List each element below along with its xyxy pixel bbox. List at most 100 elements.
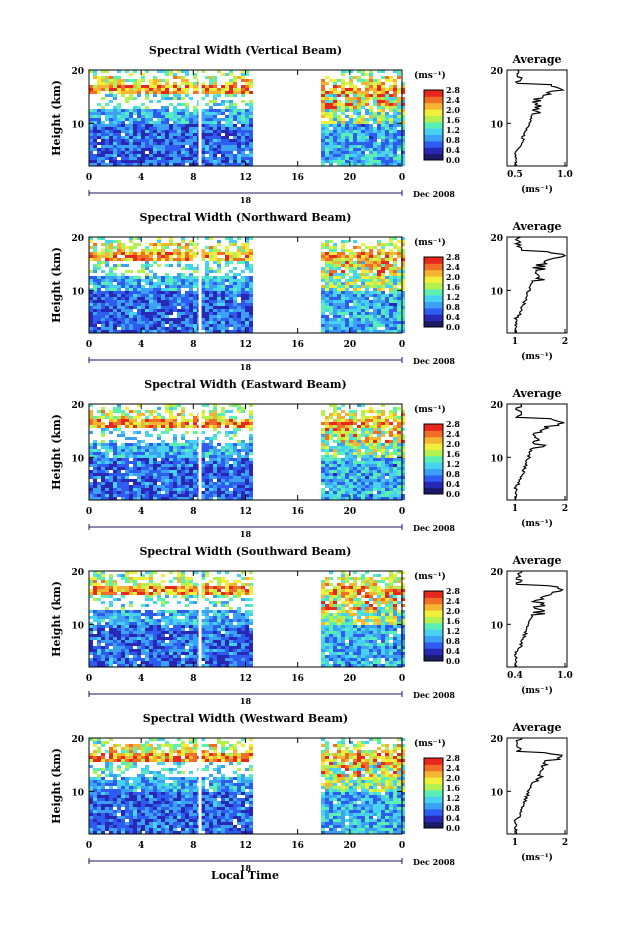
heatmap-cell [125, 497, 129, 500]
heatmap-cell [137, 282, 141, 285]
heatmap-cell [353, 121, 357, 124]
heatmap-cell [249, 482, 253, 485]
heatmap-cell [393, 154, 397, 157]
heatmap-cell [125, 255, 129, 258]
heatmap-cell [245, 252, 249, 255]
heatmap-cell [237, 324, 241, 327]
heatmap-cell [345, 82, 349, 85]
heatmap-cell [161, 461, 165, 464]
heatmap-cell [181, 237, 185, 240]
heatmap-cell [185, 491, 189, 494]
colorbar-swatch [424, 481, 443, 489]
heatmap-cell [321, 136, 325, 139]
heatmap-cell [353, 118, 357, 121]
heatmap-cell [245, 91, 249, 94]
heatmap-cell [389, 264, 393, 267]
heatmap-cell [161, 446, 165, 449]
heatmap-cell [361, 127, 365, 130]
heatmap-cell [165, 467, 169, 470]
heatmap-cell [249, 410, 253, 413]
heatmap-cell [141, 446, 145, 449]
heatmap-cell [365, 85, 369, 88]
heatmap-cell [321, 91, 325, 94]
heatmap-cell [233, 315, 237, 318]
heatmap-cell [117, 470, 121, 473]
heatmap-cell [201, 85, 205, 88]
heatmap-cell [185, 246, 189, 249]
heatmap-cell [133, 145, 137, 148]
heatmap-cell [381, 82, 385, 85]
heatmap-cell [109, 112, 113, 115]
heatmap-cell [133, 276, 137, 279]
heatmap-cell [373, 85, 377, 88]
heatmap-cell [393, 282, 397, 285]
heatmap-cell [177, 491, 181, 494]
heatmap-cell [165, 91, 169, 94]
heatmap-cell [185, 82, 189, 85]
heatmap-cell [189, 136, 193, 139]
heatmap-cell [333, 82, 337, 85]
heatmap-cell [321, 449, 325, 452]
heatmap-cell [373, 79, 377, 82]
panel-title: Spectral Width (Northward Beam) [140, 211, 352, 224]
heatmap-cell [401, 100, 405, 103]
average-profile-line [514, 69, 566, 167]
heatmap-cell [165, 97, 169, 100]
heatmap-cell [105, 243, 109, 246]
heatmap-cell [209, 237, 213, 240]
heatmap-cell [377, 82, 381, 85]
heatmap-cell [149, 410, 153, 413]
heatmap-cell [89, 133, 93, 136]
heatmap-cell [117, 306, 121, 309]
heatmap-cell [97, 464, 101, 467]
heatmap-cell [217, 142, 221, 145]
heatmap-cell [153, 291, 157, 294]
heatmap-cell [373, 103, 377, 106]
heatmap-cell [129, 279, 133, 282]
heatmap-cell [373, 431, 377, 434]
heatmap-cell [357, 154, 361, 157]
heatmap-cell [105, 425, 109, 428]
heatmap-cell [113, 160, 117, 163]
heatmap-cell [221, 470, 225, 473]
heatmap-cell [341, 461, 345, 464]
heatmap-cell [133, 255, 137, 258]
heatmap-cell [401, 455, 405, 458]
heatmap-cell [145, 315, 149, 318]
heatmap-cell [393, 88, 397, 91]
heatmap-cell [89, 300, 93, 303]
heatmap-cell [133, 91, 137, 94]
gap-stripe [198, 70, 202, 166]
heatmap-cell [101, 151, 105, 154]
heatmap-cell [357, 276, 361, 279]
heatmap-cell [245, 458, 249, 461]
heatmap-cell [329, 142, 333, 145]
heatmap-cell [117, 121, 121, 124]
heatmap-cell [389, 258, 393, 261]
heatmap-cell [333, 270, 337, 273]
heatmap-cell [201, 157, 205, 160]
heatmap-cell [141, 497, 145, 500]
heatmap-cell [249, 79, 253, 82]
heatmap-cell [217, 261, 221, 264]
colorbar-swatch [424, 282, 443, 290]
heatmap-cell [249, 321, 253, 324]
heatmap-cell [137, 79, 141, 82]
heatmap-cell [105, 139, 109, 142]
heatmap-cell [201, 473, 205, 476]
heatmap-cell [393, 449, 397, 452]
heatmap-cell [209, 416, 213, 419]
heatmap-cell [321, 488, 325, 491]
heatmap-cell [333, 157, 337, 160]
heatmap-cell [173, 112, 177, 115]
heatmap-cell [185, 112, 189, 115]
colorbar-swatch [424, 436, 443, 444]
heatmap-cell [329, 279, 333, 282]
heatmap-cell [141, 452, 145, 455]
heatmap-cell [161, 118, 165, 121]
heatmap-cell [89, 494, 93, 497]
heatmap-cell [393, 252, 397, 255]
heatmap-cell [389, 270, 393, 273]
heatmap-cell [365, 133, 369, 136]
heatmap-cell [177, 303, 181, 306]
